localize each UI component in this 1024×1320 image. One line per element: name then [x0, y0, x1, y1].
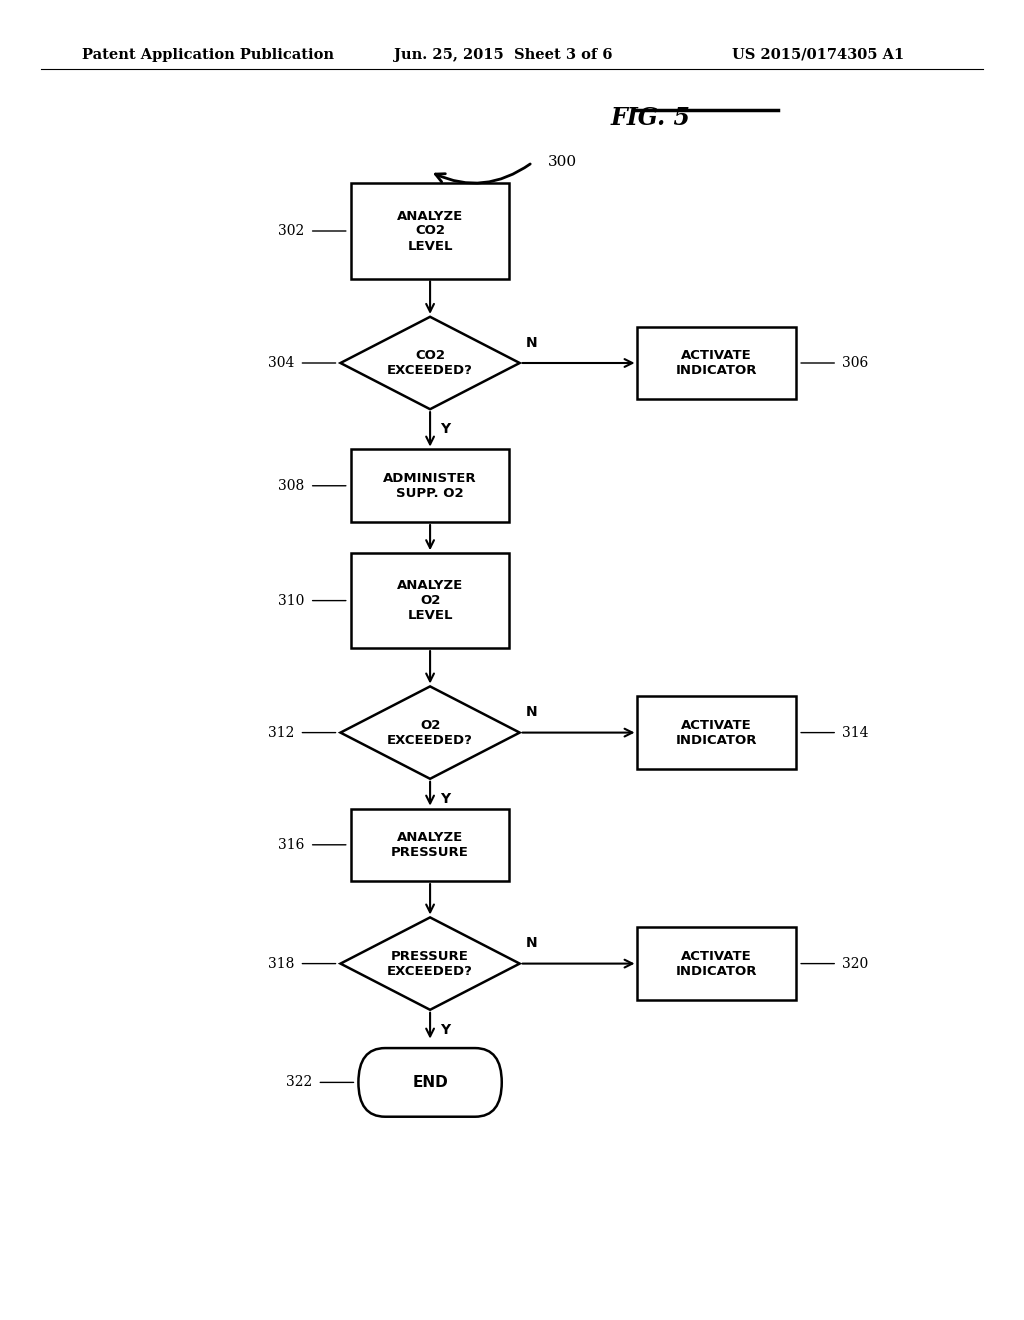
Text: 314: 314: [842, 726, 868, 739]
Text: ANALYZE
CO2
LEVEL: ANALYZE CO2 LEVEL: [397, 210, 463, 252]
Text: Jun. 25, 2015  Sheet 3 of 6: Jun. 25, 2015 Sheet 3 of 6: [394, 48, 612, 62]
FancyBboxPatch shape: [637, 327, 797, 400]
Text: 300: 300: [548, 156, 577, 169]
Text: 308: 308: [279, 479, 305, 492]
Polygon shape: [340, 686, 519, 779]
Text: ACTIVATE
INDICATOR: ACTIVATE INDICATOR: [676, 949, 758, 978]
Text: Patent Application Publication: Patent Application Publication: [82, 48, 334, 62]
FancyBboxPatch shape: [350, 808, 509, 882]
Text: Y: Y: [440, 792, 451, 807]
FancyBboxPatch shape: [358, 1048, 502, 1117]
FancyBboxPatch shape: [637, 697, 797, 770]
Text: 304: 304: [268, 356, 295, 370]
Text: 306: 306: [842, 356, 868, 370]
Text: END: END: [413, 1074, 447, 1090]
Text: 316: 316: [279, 838, 305, 851]
Text: N: N: [526, 936, 538, 950]
Text: 320: 320: [842, 957, 868, 970]
Text: N: N: [526, 705, 538, 719]
Text: 318: 318: [268, 957, 295, 970]
Text: Y: Y: [440, 1023, 451, 1038]
Text: ACTIVATE
INDICATOR: ACTIVATE INDICATOR: [676, 348, 758, 378]
Text: 310: 310: [279, 594, 305, 607]
Text: 302: 302: [279, 224, 305, 238]
Polygon shape: [340, 317, 519, 409]
Text: ACTIVATE
INDICATOR: ACTIVATE INDICATOR: [676, 718, 758, 747]
FancyBboxPatch shape: [350, 449, 509, 521]
Text: 312: 312: [268, 726, 295, 739]
Text: ANALYZE
O2
LEVEL: ANALYZE O2 LEVEL: [397, 579, 463, 622]
Text: O2
EXCEEDED?: O2 EXCEEDED?: [387, 718, 473, 747]
Polygon shape: [340, 917, 519, 1010]
Text: CO2
EXCEEDED?: CO2 EXCEEDED?: [387, 348, 473, 378]
Text: N: N: [526, 335, 538, 350]
FancyBboxPatch shape: [637, 928, 797, 1001]
Text: PRESSURE
EXCEEDED?: PRESSURE EXCEEDED?: [387, 949, 473, 978]
FancyBboxPatch shape: [350, 183, 509, 279]
FancyBboxPatch shape: [350, 553, 509, 648]
Text: Y: Y: [440, 422, 451, 437]
Text: US 2015/0174305 A1: US 2015/0174305 A1: [732, 48, 904, 62]
Text: 322: 322: [286, 1076, 312, 1089]
Text: ANALYZE
PRESSURE: ANALYZE PRESSURE: [391, 830, 469, 859]
Text: FIG. 5: FIG. 5: [610, 106, 690, 129]
Text: ADMINISTER
SUPP. O2: ADMINISTER SUPP. O2: [383, 471, 477, 500]
